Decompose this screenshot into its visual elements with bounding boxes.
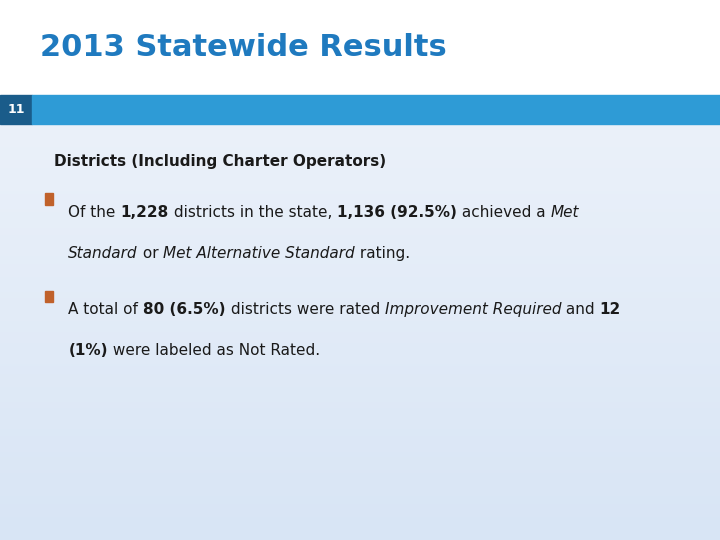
Text: 1,136 (92.5%): 1,136 (92.5%) xyxy=(337,205,457,220)
Text: A total of: A total of xyxy=(68,302,143,318)
Bar xyxy=(45,193,53,205)
Bar xyxy=(32,94,720,124)
Bar xyxy=(45,291,53,302)
Text: districts in the state,: districts in the state, xyxy=(169,205,337,220)
Text: Met: Met xyxy=(551,205,579,220)
Text: 2013 Statewide Results: 2013 Statewide Results xyxy=(40,33,446,62)
Text: districts were rated: districts were rated xyxy=(225,302,384,318)
Text: Districts (Including Charter Operators): Districts (Including Charter Operators) xyxy=(54,154,386,169)
Bar xyxy=(0,124,720,540)
Text: rating.: rating. xyxy=(355,246,410,261)
Text: achieved a: achieved a xyxy=(457,205,551,220)
Text: 11: 11 xyxy=(7,103,24,116)
Text: Standard: Standard xyxy=(68,246,138,261)
Bar xyxy=(0,0,720,94)
Text: (1%): (1%) xyxy=(68,343,108,358)
Text: 12: 12 xyxy=(600,302,621,318)
Text: 80 (6.5%): 80 (6.5%) xyxy=(143,302,225,318)
Text: were labeled as Not Rated.: were labeled as Not Rated. xyxy=(108,343,320,358)
Text: Met Alternative Standard: Met Alternative Standard xyxy=(163,246,355,261)
Text: and: and xyxy=(562,302,600,318)
Bar xyxy=(0,94,32,124)
Text: or: or xyxy=(138,246,163,261)
Text: Of the: Of the xyxy=(68,205,121,220)
Text: Improvement Required: Improvement Required xyxy=(384,302,562,318)
Text: 1,228: 1,228 xyxy=(121,205,169,220)
